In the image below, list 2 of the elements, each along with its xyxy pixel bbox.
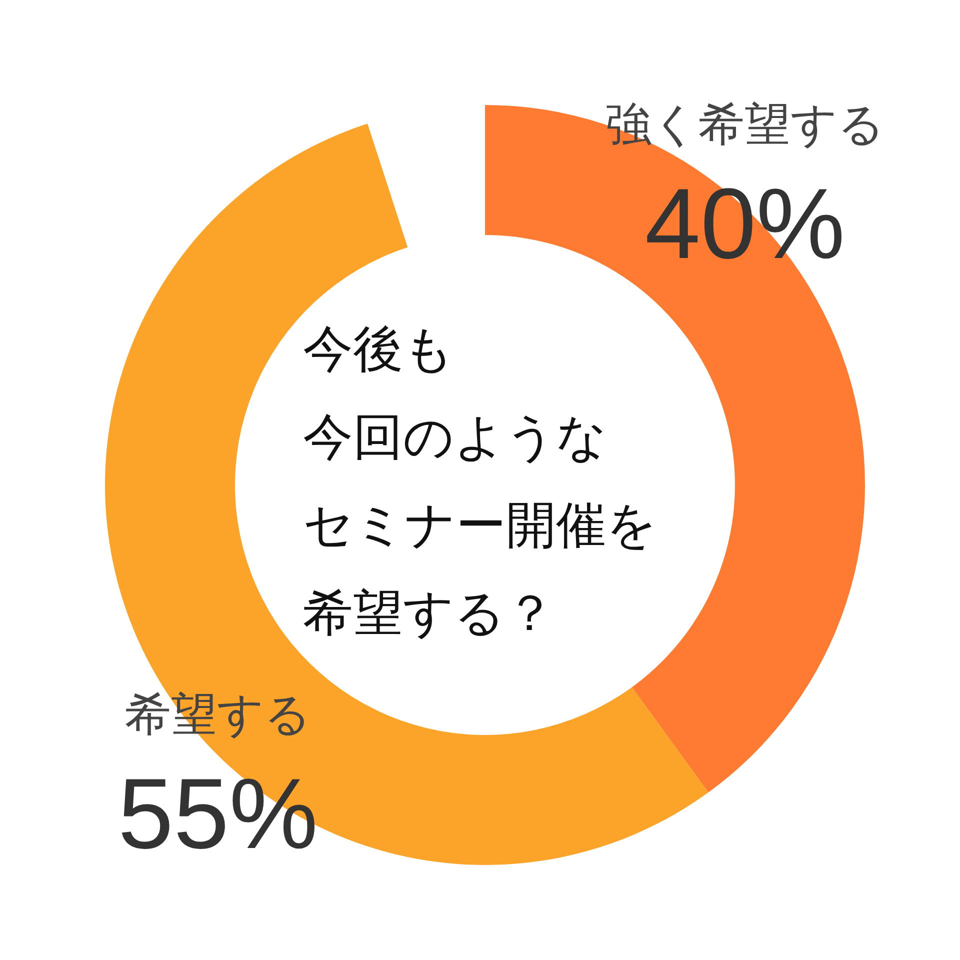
text: 今後も今回のようなセミナー開催を希望する？ xyxy=(303,320,657,643)
data-label: 55% xyxy=(118,758,318,870)
